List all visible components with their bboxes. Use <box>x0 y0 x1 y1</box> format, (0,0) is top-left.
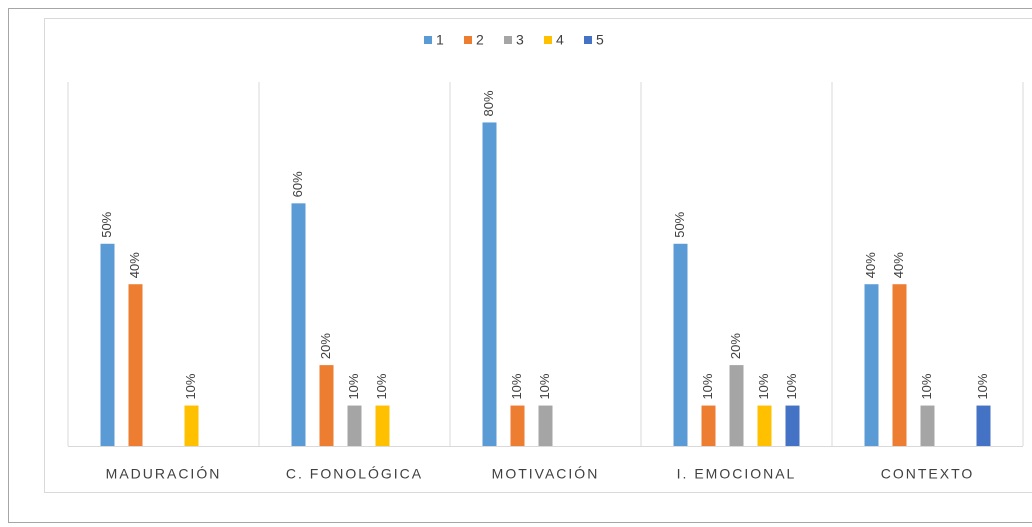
legend-label: 3 <box>516 32 524 48</box>
bar <box>701 405 716 446</box>
bar <box>785 405 800 446</box>
bar <box>128 284 143 446</box>
x-tick-label: MADURACIÓN <box>106 466 222 482</box>
bar <box>100 243 115 446</box>
bar <box>510 405 525 446</box>
bar <box>976 405 991 446</box>
bar <box>291 203 306 446</box>
x-tick-label: C. FONOLÓGICA <box>286 466 423 482</box>
legend-label: 1 <box>436 32 444 48</box>
data-label: 10% <box>374 373 389 399</box>
legend-swatch <box>544 36 552 44</box>
bar <box>892 284 907 446</box>
data-label: 10% <box>509 373 524 399</box>
bar <box>729 365 744 446</box>
data-label: 50% <box>99 211 114 237</box>
data-label: 20% <box>318 333 333 359</box>
data-label: 10% <box>346 373 361 399</box>
bar <box>757 405 772 446</box>
legend-label: 2 <box>476 32 484 48</box>
data-label: 10% <box>537 373 552 399</box>
x-tick-label: CONTEXTO <box>881 466 975 482</box>
data-label: 10% <box>700 373 715 399</box>
bar <box>319 365 334 446</box>
x-tick-label: MOTIVACIÓN <box>492 466 600 482</box>
legend-swatch <box>464 36 472 44</box>
data-label: 10% <box>919 373 934 399</box>
data-label: 10% <box>975 373 990 399</box>
bar <box>482 122 497 446</box>
data-label: 50% <box>672 211 687 237</box>
legend-swatch <box>504 36 512 44</box>
bar <box>375 405 390 446</box>
bar <box>184 405 199 446</box>
data-label: 40% <box>863 252 878 278</box>
bar <box>864 284 879 446</box>
chart-area <box>44 18 1032 493</box>
legend-label: 4 <box>556 32 564 48</box>
bar <box>347 405 362 446</box>
data-label: 40% <box>891 252 906 278</box>
bar <box>538 405 553 446</box>
data-label: 60% <box>290 171 305 197</box>
legend-swatch <box>584 36 592 44</box>
data-label: 20% <box>728 333 743 359</box>
x-tick-label: I. EMOCIONAL <box>677 466 797 482</box>
legend-label: 5 <box>596 32 604 48</box>
data-label: 10% <box>183 373 198 399</box>
bar <box>673 243 688 446</box>
data-label: 40% <box>127 252 142 278</box>
data-label: 10% <box>756 373 771 399</box>
data-label: 80% <box>481 90 496 116</box>
data-label: 10% <box>784 373 799 399</box>
bar <box>920 405 935 446</box>
legend-swatch <box>424 36 432 44</box>
